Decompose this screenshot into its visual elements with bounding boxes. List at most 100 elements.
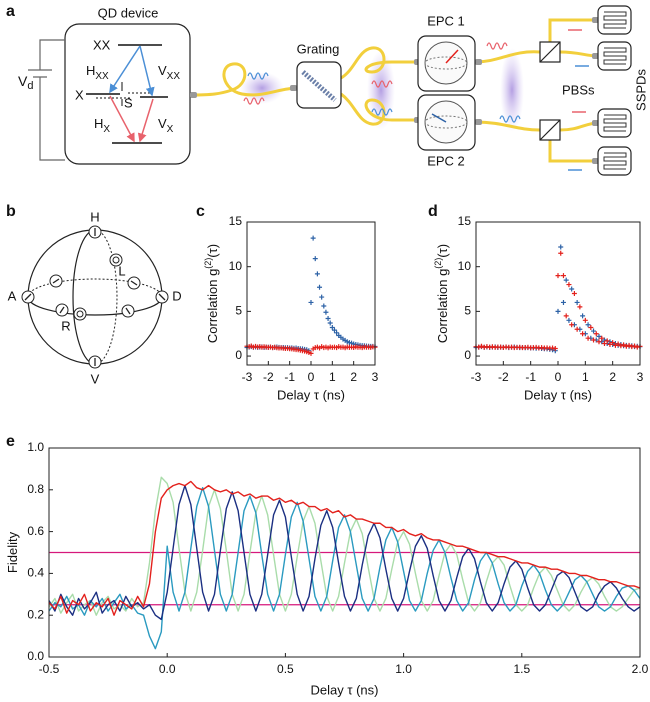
x-tick-label: 2	[350, 370, 357, 384]
polarization-state	[109, 253, 123, 267]
x-tick-label: 0	[555, 370, 562, 384]
y-tick-label: 0	[464, 348, 471, 362]
fiber	[189, 62, 298, 97]
fiber-connector	[190, 92, 197, 98]
x-tick-label: 0.0	[159, 662, 176, 676]
data-point	[312, 256, 318, 262]
data-point	[574, 299, 580, 305]
x-tick-label: -3	[242, 370, 253, 384]
data-point	[560, 273, 566, 279]
fiber-connector	[290, 85, 297, 91]
data-line	[48, 476, 641, 616]
state-label: D	[172, 288, 181, 303]
data-point	[585, 335, 591, 341]
data-point	[604, 338, 610, 344]
detector-meander	[603, 47, 627, 65]
wave-packet	[371, 108, 393, 116]
x-tick-label: -1	[284, 370, 295, 384]
beam-splitter-diagonal	[539, 41, 561, 63]
epc-vector	[445, 49, 459, 64]
polarization-state	[73, 307, 87, 321]
polarization-glyph	[112, 256, 120, 264]
data-point	[571, 291, 577, 296]
fiber	[340, 46, 418, 80]
data-point	[577, 304, 583, 310]
data-point	[610, 340, 616, 346]
data-point	[563, 313, 569, 319]
transition-label: VX	[158, 116, 174, 134]
data-point	[560, 299, 566, 305]
data-point	[329, 324, 335, 330]
fiber-connector	[592, 120, 599, 126]
x-tick-label: -2	[263, 370, 274, 384]
x-tick-label: 1.0	[395, 662, 412, 676]
panel-label: e	[6, 433, 15, 450]
y-tick-label: 0.0	[27, 649, 44, 663]
data-point	[566, 317, 572, 323]
x-tick-label: 3	[637, 370, 644, 384]
y-axis-label-main: Correlation g	[435, 269, 450, 343]
data-point	[569, 322, 575, 328]
y-tick-label: 0.2	[27, 607, 44, 621]
y-axis-label-tail: (τ)	[205, 244, 220, 258]
wave-packet	[486, 42, 508, 50]
y-axis-label-main: Correlation g	[205, 269, 220, 343]
meridian-front	[72, 229, 96, 365]
data-point	[321, 303, 327, 309]
data-point	[323, 309, 329, 315]
fiber-connector	[592, 158, 599, 164]
polarization-glyph	[52, 278, 60, 284]
x-tick-label: 2.0	[632, 662, 649, 676]
data-point	[327, 320, 333, 326]
fiber-connector	[475, 59, 482, 65]
x-tick-label: -1	[525, 370, 536, 384]
data-point	[310, 235, 316, 241]
data-point	[615, 341, 621, 347]
data-point	[629, 344, 635, 350]
transition-label: HX	[94, 116, 110, 134]
data-point	[591, 337, 597, 343]
transition-label-sub: XX	[167, 71, 181, 82]
x-tick-label: 3	[372, 370, 379, 384]
grating-box	[296, 61, 342, 109]
data-point	[618, 343, 624, 349]
data-point	[489, 344, 495, 350]
bias-circuit	[28, 39, 65, 161]
data-point	[331, 327, 337, 333]
data-point	[314, 271, 320, 277]
x-tick-label: -0.5	[39, 662, 60, 676]
x-tick-label: 1.5	[513, 662, 530, 676]
x-tick-label: 2	[609, 370, 616, 384]
transition	[139, 45, 155, 97]
state-label: R	[61, 318, 70, 333]
x-tick-label: 0	[308, 370, 315, 384]
y-axis-label: Correlation g(2)(τ)	[433, 244, 450, 343]
transition-label: VXX	[158, 63, 180, 81]
data-point	[555, 308, 561, 314]
data-point	[580, 313, 586, 319]
data-line	[48, 487, 641, 650]
data-point	[585, 322, 591, 328]
detector-label: SSPDs	[633, 69, 648, 111]
data-line	[48, 480, 641, 616]
fiber-connector	[475, 119, 482, 125]
data-point	[601, 341, 607, 347]
transition-label-main: H	[86, 63, 95, 78]
data-point	[476, 344, 482, 350]
data-point	[325, 316, 331, 322]
polarization-glyph	[76, 310, 84, 318]
pbs-label: PBSs	[562, 82, 595, 97]
x-axis-label: Delay τ (ns)	[311, 682, 379, 697]
transition-label-sub: XX	[95, 71, 109, 82]
data-point	[481, 344, 487, 350]
fiber	[474, 120, 541, 132]
x-axis-label: Delay τ (ns)	[524, 387, 592, 402]
epc-equator	[424, 56, 468, 70]
x-tick-label: 1	[582, 370, 589, 384]
data-point	[569, 286, 575, 292]
y-axis-label: Fidelity	[5, 531, 20, 573]
polarization-glyph	[125, 307, 131, 315]
wave-packet	[499, 115, 521, 123]
data-point	[317, 284, 323, 290]
data-point	[566, 282, 572, 288]
